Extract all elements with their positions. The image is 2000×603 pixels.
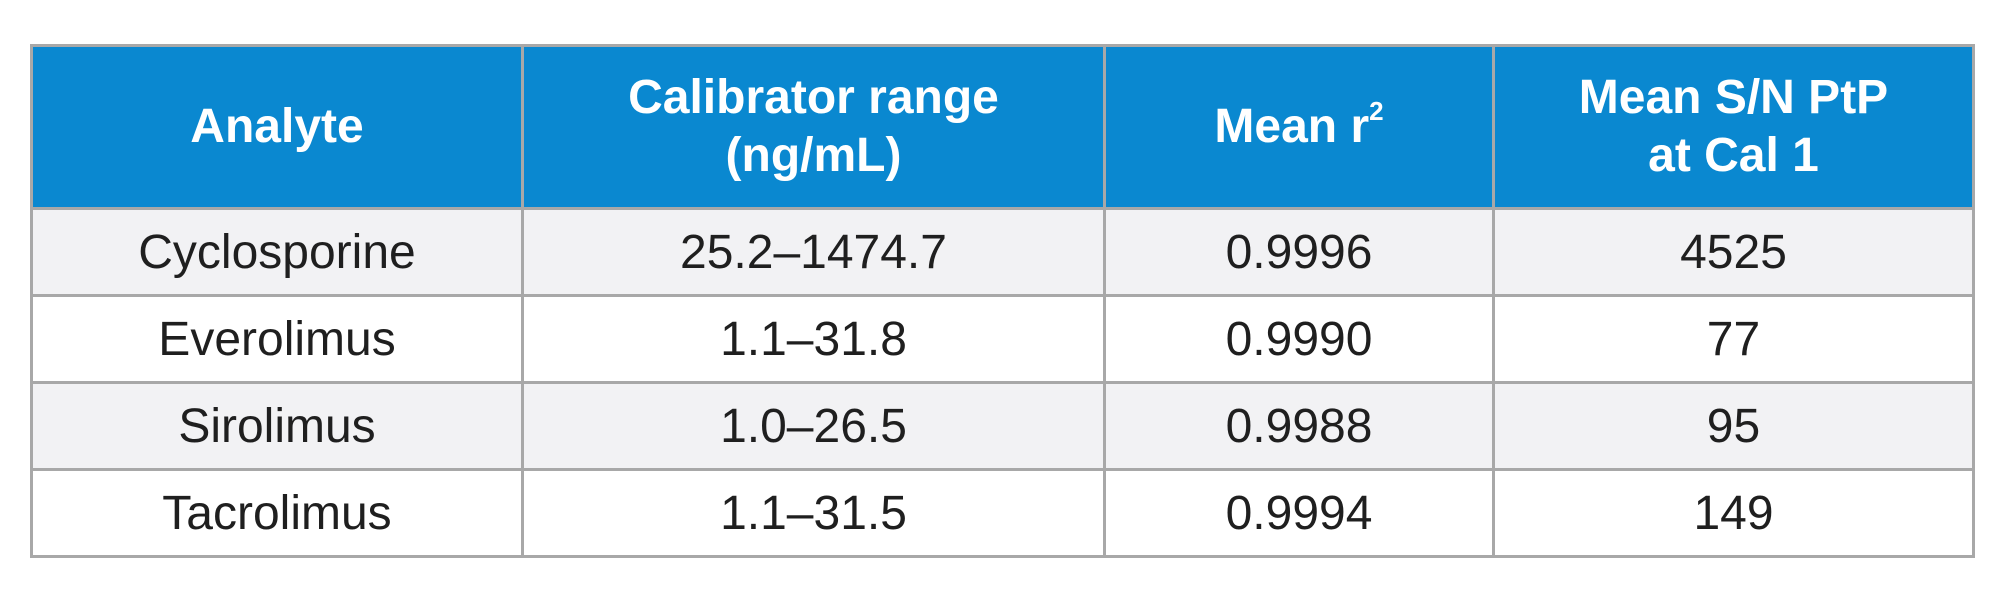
- calibration-table: Analyte Calibrator range (ng/mL) Mean r2…: [30, 44, 1975, 558]
- table-body: Cyclosporine 25.2–1474.7 0.9996 4525 Eve…: [30, 207, 1975, 558]
- header-calibrator-range-line1: Calibrator range: [628, 71, 999, 124]
- cell-mean-sn: 95: [1492, 381, 1975, 471]
- header-mean-sn: Mean S/N PtP at Cal 1: [1492, 44, 1975, 210]
- header-calibrator-range-line2: (ng/mL): [725, 129, 902, 182]
- header-row: Analyte Calibrator range (ng/mL) Mean r2…: [30, 44, 1975, 210]
- cell-mean-r2: 0.9996: [1103, 207, 1495, 297]
- cell-analyte: Sirolimus: [30, 381, 524, 471]
- cell-analyte: Cyclosporine: [30, 207, 524, 297]
- header-mean-r2-superscript: 2: [1369, 96, 1384, 126]
- cell-calibrator-range: 1.0–26.5: [521, 381, 1106, 471]
- header-calibrator-range: Calibrator range (ng/mL): [521, 44, 1106, 210]
- cell-mean-r2: 0.9990: [1103, 294, 1495, 384]
- cell-mean-r2: 0.9988: [1103, 381, 1495, 471]
- calibration-table-container: Analyte Calibrator range (ng/mL) Mean r2…: [30, 44, 1975, 558]
- cell-mean-r2: 0.9994: [1103, 468, 1495, 558]
- header-mean-sn-line1: Mean S/N PtP: [1578, 71, 1889, 124]
- cell-calibrator-range: 1.1–31.5: [521, 468, 1106, 558]
- table-row: Tacrolimus 1.1–31.5 0.9994 149: [30, 468, 1975, 558]
- cell-calibrator-range: 25.2–1474.7: [521, 207, 1106, 297]
- header-mean-sn-line2: at Cal 1: [1648, 129, 1819, 182]
- table-row: Sirolimus 1.0–26.5 0.9988 95: [30, 381, 1975, 471]
- cell-mean-sn: 149: [1492, 468, 1975, 558]
- table-row: Cyclosporine 25.2–1474.7 0.9996 4525: [30, 207, 1975, 297]
- header-mean-r2: Mean r2: [1103, 44, 1495, 210]
- cell-mean-sn: 4525: [1492, 207, 1975, 297]
- table-row: Everolimus 1.1–31.8 0.9990 77: [30, 294, 1975, 384]
- cell-analyte: Everolimus: [30, 294, 524, 384]
- header-analyte-label: Analyte: [190, 100, 364, 153]
- header-mean-r2-label: Mean r: [1214, 100, 1370, 153]
- header-analyte: Analyte: [30, 44, 524, 210]
- table-header: Analyte Calibrator range (ng/mL) Mean r2…: [30, 44, 1975, 210]
- cell-mean-sn: 77: [1492, 294, 1975, 384]
- cell-calibrator-range: 1.1–31.8: [521, 294, 1106, 384]
- cell-analyte: Tacrolimus: [30, 468, 524, 558]
